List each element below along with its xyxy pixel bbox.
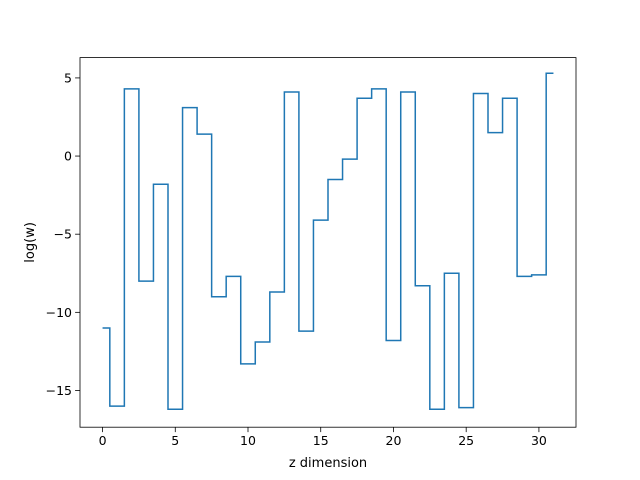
x-axis-ticks: 0 5 10 15 20 25 30 — [99, 427, 547, 448]
y-tick-label: 0 — [64, 149, 72, 164]
x-tick-label: 10 — [240, 433, 256, 448]
x-tick-label: 0 — [99, 433, 107, 448]
x-axis-label: z dimension — [289, 456, 367, 471]
y-tick-label: −5 — [54, 227, 72, 242]
y-axis-ticks: −15 −10 −5 0 5 — [46, 70, 80, 398]
x-tick-label: 20 — [386, 433, 402, 448]
x-tick-label: 15 — [313, 433, 329, 448]
series-step-line — [102, 72, 554, 410]
y-tick-label: 5 — [64, 70, 72, 85]
plot-layer — [102, 72, 554, 410]
y-tick-label: −15 — [46, 383, 72, 398]
x-tick-label: 5 — [171, 433, 179, 448]
x-tick-label: 30 — [531, 433, 547, 448]
plot-frame — [79, 57, 577, 428]
y-axis-label: log(w) — [23, 222, 38, 263]
x-tick-label: 25 — [458, 433, 474, 448]
y-tick-label: −10 — [46, 305, 72, 320]
